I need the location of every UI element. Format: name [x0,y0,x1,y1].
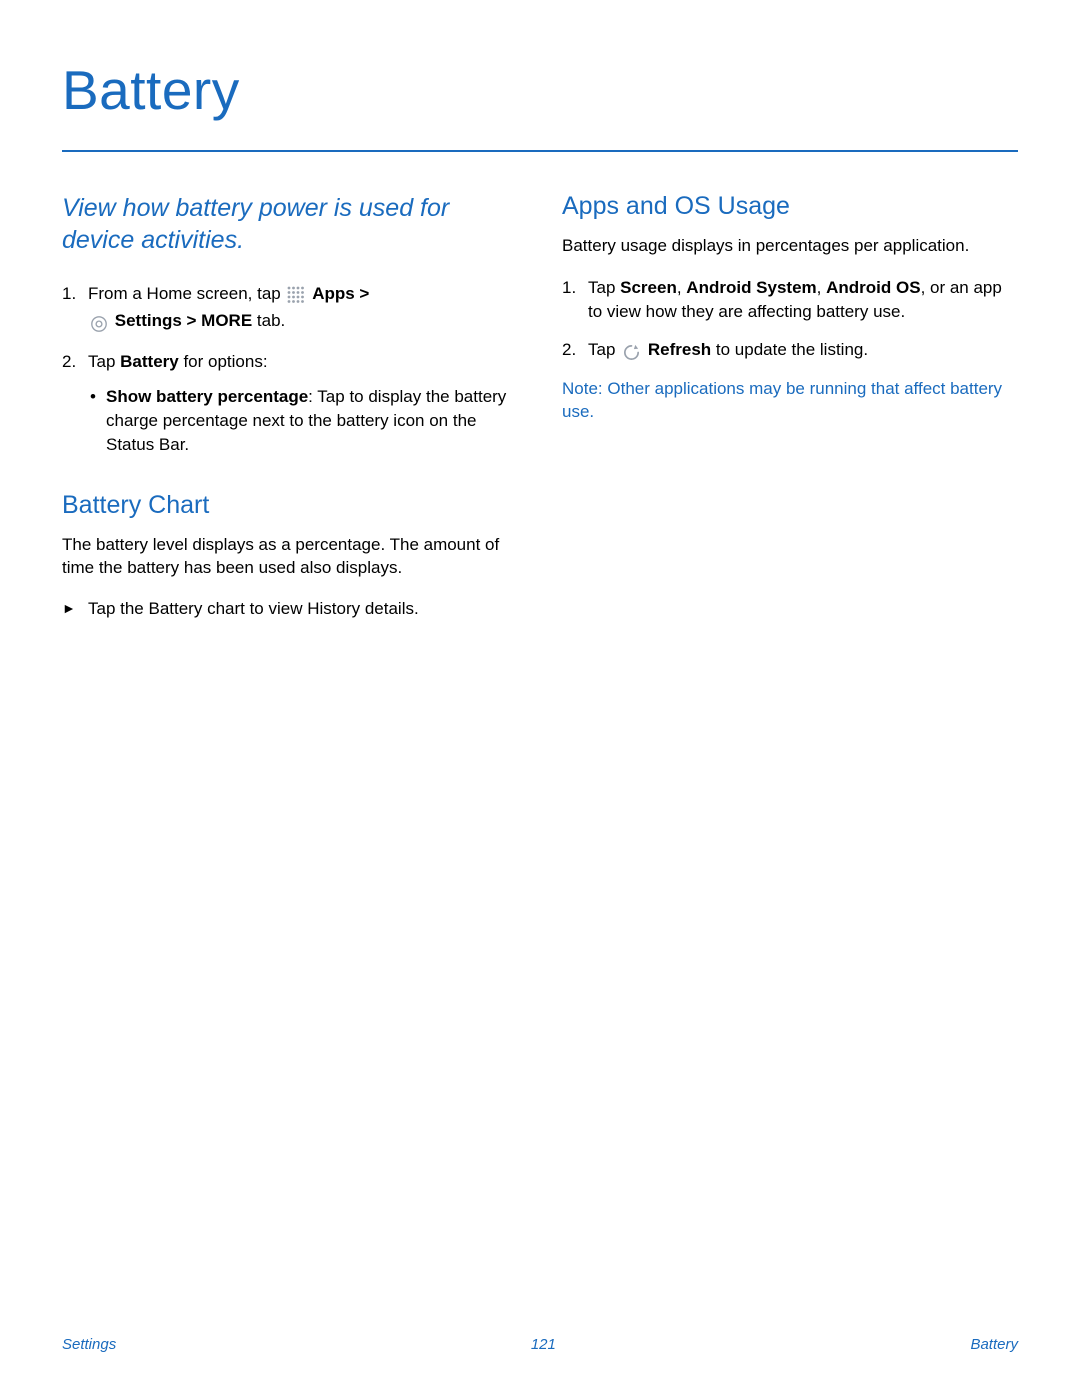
step-1-left: 1. From a Home screen, tap Apps > [62,282,518,336]
step-text: Tap [588,340,620,359]
settings-gear-icon [90,312,108,336]
footer-right: Battery [970,1336,1018,1353]
android-system-label: Android System [686,278,816,297]
steps-list-left: 1. From a Home screen, tap Apps > [62,282,518,457]
steps-list-right: 1. Tap Screen, Android System, Android O… [562,276,1018,364]
step-text: Tap [588,278,620,297]
settings-more-label: Settings > MORE [115,311,252,330]
page-title: Battery [62,58,1018,122]
android-os-label: Android OS [826,278,920,297]
battery-chart-arrow-line: Tap the Battery chart to view History de… [62,598,518,621]
sub-bullet: Show battery percentage: Tap to display … [88,385,518,456]
step-number: 1. [62,282,76,306]
title-divider [62,150,1018,152]
step-text: From a Home screen, tap [88,284,285,303]
sub-bullet-list: Show battery percentage: Tap to display … [88,385,518,456]
comma: , [817,278,826,297]
battery-chart-heading: Battery Chart [62,491,518,520]
footer-page-number: 121 [531,1336,556,1353]
left-column: View how battery power is used for devic… [62,192,518,639]
content-columns: View how battery power is used for devic… [62,192,1018,639]
screen-label: Screen [620,278,677,297]
step-1-right: 1. Tap Screen, Android System, Android O… [562,276,1018,324]
note-body: : Other applications may be running that… [562,379,1002,421]
tab-text: tab. [252,311,285,330]
step-text: for options: [179,352,268,371]
comma: , [677,278,686,297]
step-number: 2. [562,338,576,362]
note-text: Note: Other applications may be running … [562,378,1018,424]
step-2-left: 2. Tap Battery for options: Show battery… [62,350,518,457]
bullet-label: Show battery percentage [106,387,308,406]
footer-left: Settings [62,1336,116,1353]
step-number: 1. [562,276,576,300]
step-text: to update the listing. [711,340,868,359]
apps-grid-icon [287,285,305,309]
step-text: Tap [88,352,120,371]
refresh-icon [622,341,641,365]
battery-chart-body: The battery level displays as a percenta… [62,534,518,580]
page-footer: Settings 121 Battery [0,1336,1080,1353]
apps-os-heading: Apps and OS Usage [562,192,1018,221]
note-label: Note [562,379,598,398]
battery-label: Battery [120,352,179,371]
step-2-right: 2. Tap Refresh to update the listing. [562,338,1018,365]
intro-text: View how battery power is used for devic… [62,192,518,256]
apps-os-intro: Battery usage displays in percentages pe… [562,235,1018,258]
apps-label: Apps > [312,284,369,303]
right-column: Apps and OS Usage Battery usage displays… [562,192,1018,639]
step-number: 2. [62,350,76,374]
refresh-label: Refresh [648,340,711,359]
